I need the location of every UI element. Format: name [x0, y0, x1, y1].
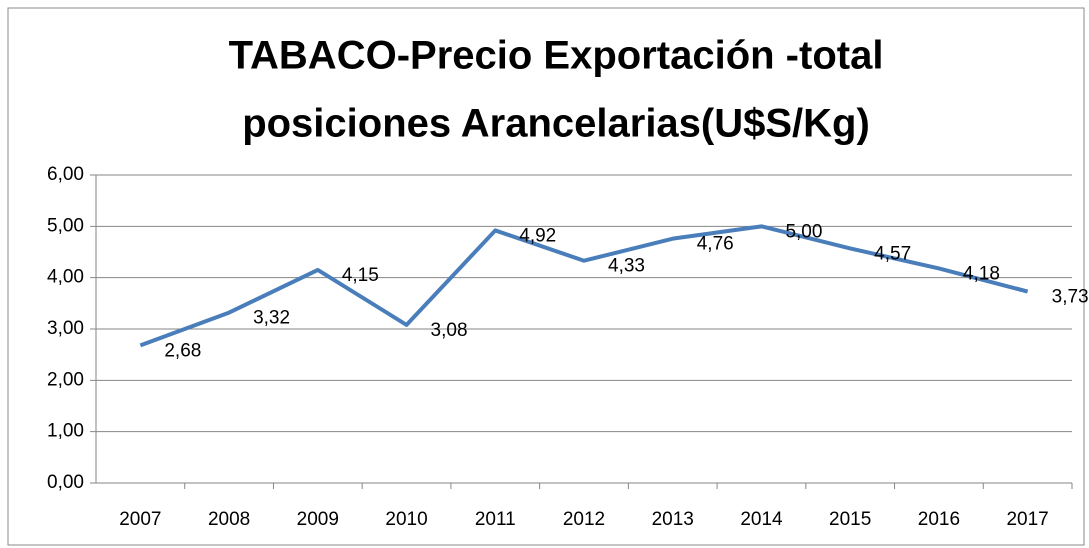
x-tick-label: 2014 [740, 509, 783, 530]
x-tick-label: 2007 [119, 509, 161, 530]
data-label: 4,18 [963, 263, 1000, 284]
y-tick-label: 5,00 [47, 215, 84, 236]
data-label: 3,32 [253, 308, 290, 329]
x-tick-label: 2011 [475, 509, 516, 530]
data-label: 3,73 [1052, 287, 1089, 308]
x-tick-label: 2008 [208, 509, 250, 530]
x-tick-label: 2012 [563, 509, 605, 530]
y-tick-label: 1,00 [47, 421, 84, 442]
data-label: 4,15 [342, 265, 379, 286]
data-label: 4,57 [874, 243, 911, 264]
x-tick-label: 2009 [297, 509, 339, 530]
data-label: 5,00 [785, 221, 822, 242]
y-tick-label: 2,00 [47, 369, 84, 390]
data-label: 4,76 [697, 234, 734, 255]
y-tick-label: 4,00 [47, 267, 84, 288]
y-tick-label: 3,00 [47, 318, 84, 339]
chart-title: TABACO-Precio Exportación -total [229, 34, 884, 78]
x-tick-label: 2013 [652, 509, 694, 530]
x-tick-label: 2016 [918, 509, 960, 530]
chart-title: posiciones Arancelarias(U$S/Kg) [242, 102, 870, 146]
x-tick-label: 2015 [829, 509, 871, 530]
x-tick-label: 2017 [1006, 509, 1048, 530]
data-label: 3,08 [431, 320, 468, 341]
y-tick-label: 0,00 [47, 472, 84, 493]
data-label: 4,92 [519, 225, 556, 246]
data-label: 4,33 [608, 256, 645, 277]
line [139, 224, 1029, 348]
data-label: 2,68 [164, 340, 201, 361]
chart-border [7, 7, 1085, 546]
x-tick-label: 2010 [385, 509, 427, 530]
y-tick-label: 6,00 [47, 164, 84, 185]
